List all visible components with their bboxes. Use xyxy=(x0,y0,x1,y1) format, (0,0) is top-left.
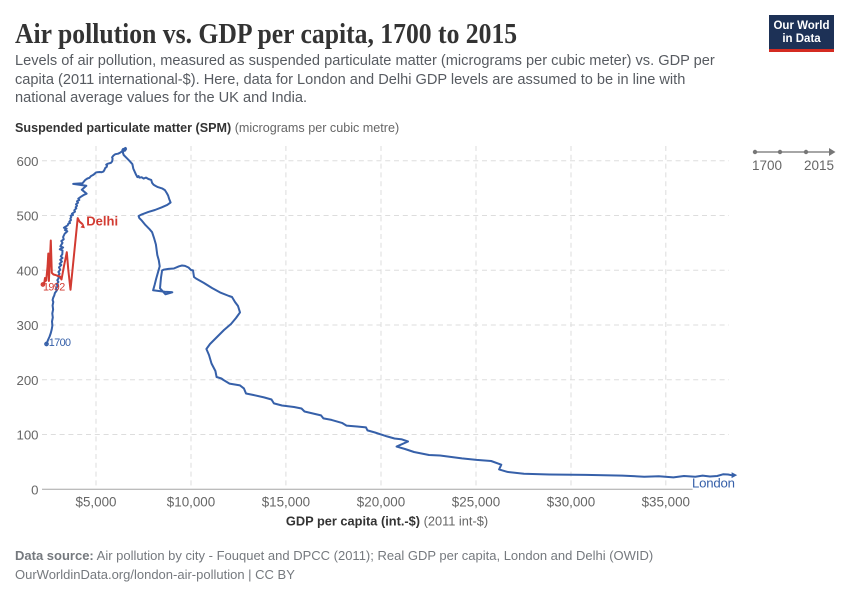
svg-text:0: 0 xyxy=(31,483,38,498)
svg-text:London: London xyxy=(692,476,735,491)
svg-text:$15,000: $15,000 xyxy=(262,495,310,510)
svg-text:$20,000: $20,000 xyxy=(357,495,405,510)
svg-text:400: 400 xyxy=(16,263,38,278)
svg-text:100: 100 xyxy=(16,428,38,443)
svg-text:$10,000: $10,000 xyxy=(167,495,215,510)
svg-text:1700: 1700 xyxy=(49,337,71,349)
svg-text:GDP per capita (int.-$) (2011: GDP per capita (int.-$) (2011 int-$) xyxy=(286,514,488,529)
svg-text:$25,000: $25,000 xyxy=(452,495,500,510)
svg-text:$35,000: $35,000 xyxy=(642,495,690,510)
svg-text:$30,000: $30,000 xyxy=(547,495,595,510)
svg-text:600: 600 xyxy=(16,154,38,169)
svg-text:300: 300 xyxy=(16,318,38,333)
svg-text:1992: 1992 xyxy=(43,282,65,294)
svg-text:$5,000: $5,000 xyxy=(76,495,117,510)
svg-text:200: 200 xyxy=(16,373,38,388)
svg-text:500: 500 xyxy=(16,209,38,224)
svg-text:Delhi: Delhi xyxy=(86,213,118,228)
